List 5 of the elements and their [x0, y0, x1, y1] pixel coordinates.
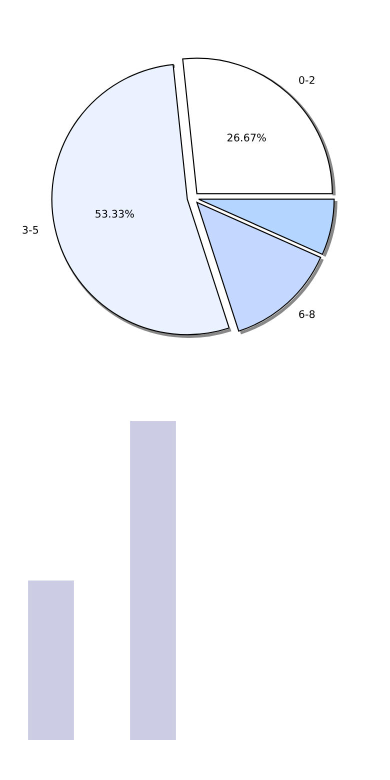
- slice-label: 6-8: [299, 310, 315, 318]
- slice-label: 0-2: [299, 76, 314, 84]
- data-label: 26.67%: [227, 134, 266, 142]
- data-label: 53.33%: [96, 210, 134, 218]
- slice-label: 3-5: [22, 226, 38, 234]
